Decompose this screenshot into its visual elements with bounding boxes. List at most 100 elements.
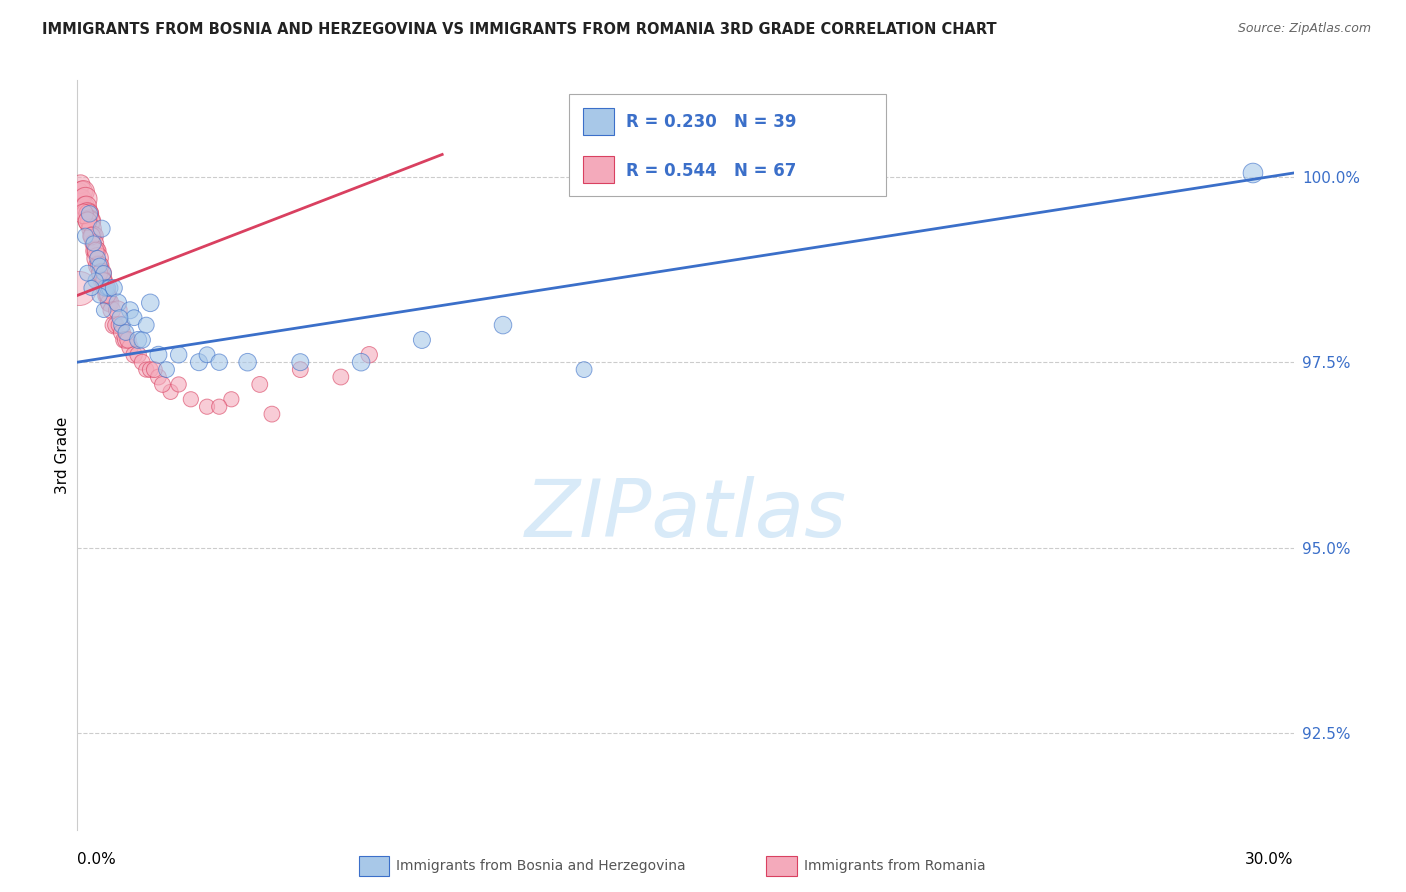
Point xyxy=(75,229,97,244)
Point xyxy=(127,333,149,347)
Point xyxy=(155,362,177,376)
Point xyxy=(572,362,595,376)
Point xyxy=(83,236,105,251)
Point xyxy=(118,340,141,354)
Point xyxy=(94,281,117,295)
Point xyxy=(84,274,107,288)
Point xyxy=(90,266,112,280)
Point xyxy=(86,244,108,258)
Point xyxy=(143,362,166,376)
Point xyxy=(115,326,138,340)
Text: Immigrants from Bosnia and Herzegovina: Immigrants from Bosnia and Herzegovina xyxy=(396,859,686,873)
Point xyxy=(122,310,145,325)
Point xyxy=(76,266,98,280)
Point xyxy=(107,296,129,310)
Point xyxy=(127,348,149,362)
Point xyxy=(167,377,190,392)
Point xyxy=(290,355,312,369)
Point xyxy=(97,288,120,302)
Point xyxy=(135,362,157,376)
Point xyxy=(84,244,107,258)
Point xyxy=(111,326,134,340)
Point xyxy=(97,296,120,310)
Point xyxy=(236,355,259,369)
Point xyxy=(69,177,91,191)
Point xyxy=(98,281,121,295)
Point xyxy=(135,318,157,332)
Point xyxy=(82,229,104,244)
Point xyxy=(93,274,115,288)
Point xyxy=(159,384,181,399)
Point xyxy=(152,377,174,392)
Point xyxy=(93,274,115,288)
Point xyxy=(1241,166,1264,180)
Point xyxy=(75,199,97,213)
Point xyxy=(260,407,283,421)
Point xyxy=(148,348,170,362)
Text: 30.0%: 30.0% xyxy=(1246,852,1294,867)
Point xyxy=(83,236,105,251)
Point xyxy=(89,259,111,273)
Point xyxy=(83,229,105,244)
Point xyxy=(90,266,112,280)
Point xyxy=(290,362,312,376)
Point xyxy=(72,207,94,221)
Point xyxy=(80,281,103,295)
Point xyxy=(96,288,118,302)
Point xyxy=(167,348,190,362)
Point xyxy=(70,192,93,206)
Point xyxy=(350,355,373,369)
Point xyxy=(148,370,170,384)
Point xyxy=(93,303,115,318)
Point xyxy=(139,362,162,376)
Point xyxy=(77,207,100,221)
Point xyxy=(98,296,121,310)
Point xyxy=(107,303,129,318)
Point xyxy=(67,281,90,295)
Point xyxy=(195,348,218,362)
Point xyxy=(195,400,218,414)
Text: 0.0%: 0.0% xyxy=(77,852,117,867)
Point xyxy=(117,333,139,347)
Point xyxy=(93,266,115,280)
Point xyxy=(111,318,134,332)
Point xyxy=(118,303,141,318)
Point xyxy=(180,392,202,407)
Point xyxy=(103,318,125,332)
Text: R = 0.544   N = 67: R = 0.544 N = 67 xyxy=(626,161,796,179)
Text: Immigrants from Romania: Immigrants from Romania xyxy=(804,859,986,873)
Point xyxy=(97,288,120,302)
Point xyxy=(221,392,243,407)
Point xyxy=(80,221,103,235)
Point xyxy=(359,348,381,362)
Point xyxy=(89,266,111,280)
Point xyxy=(75,192,97,206)
Point xyxy=(67,185,90,199)
Point xyxy=(115,333,138,347)
Point xyxy=(94,281,117,295)
Point xyxy=(112,333,135,347)
Text: ZIPatlas: ZIPatlas xyxy=(524,475,846,554)
Point xyxy=(97,281,120,295)
Point xyxy=(70,185,93,199)
Point xyxy=(101,303,124,318)
Point xyxy=(139,296,162,310)
Point xyxy=(80,229,103,244)
Point xyxy=(108,318,131,332)
Point xyxy=(329,370,352,384)
Point xyxy=(208,355,231,369)
Point xyxy=(188,355,211,369)
Point xyxy=(131,355,153,369)
Point xyxy=(89,288,111,302)
Text: Source: ZipAtlas.com: Source: ZipAtlas.com xyxy=(1237,22,1371,36)
Point xyxy=(72,185,94,199)
Point xyxy=(84,244,107,258)
Point xyxy=(131,333,153,347)
Point xyxy=(103,281,125,295)
Point xyxy=(79,214,101,228)
Point xyxy=(208,400,231,414)
Point xyxy=(86,252,108,266)
Point xyxy=(91,274,114,288)
Text: IMMIGRANTS FROM BOSNIA AND HERZEGOVINA VS IMMIGRANTS FROM ROMANIA 3RD GRADE CORR: IMMIGRANTS FROM BOSNIA AND HERZEGOVINA V… xyxy=(42,22,997,37)
Point xyxy=(79,214,101,228)
